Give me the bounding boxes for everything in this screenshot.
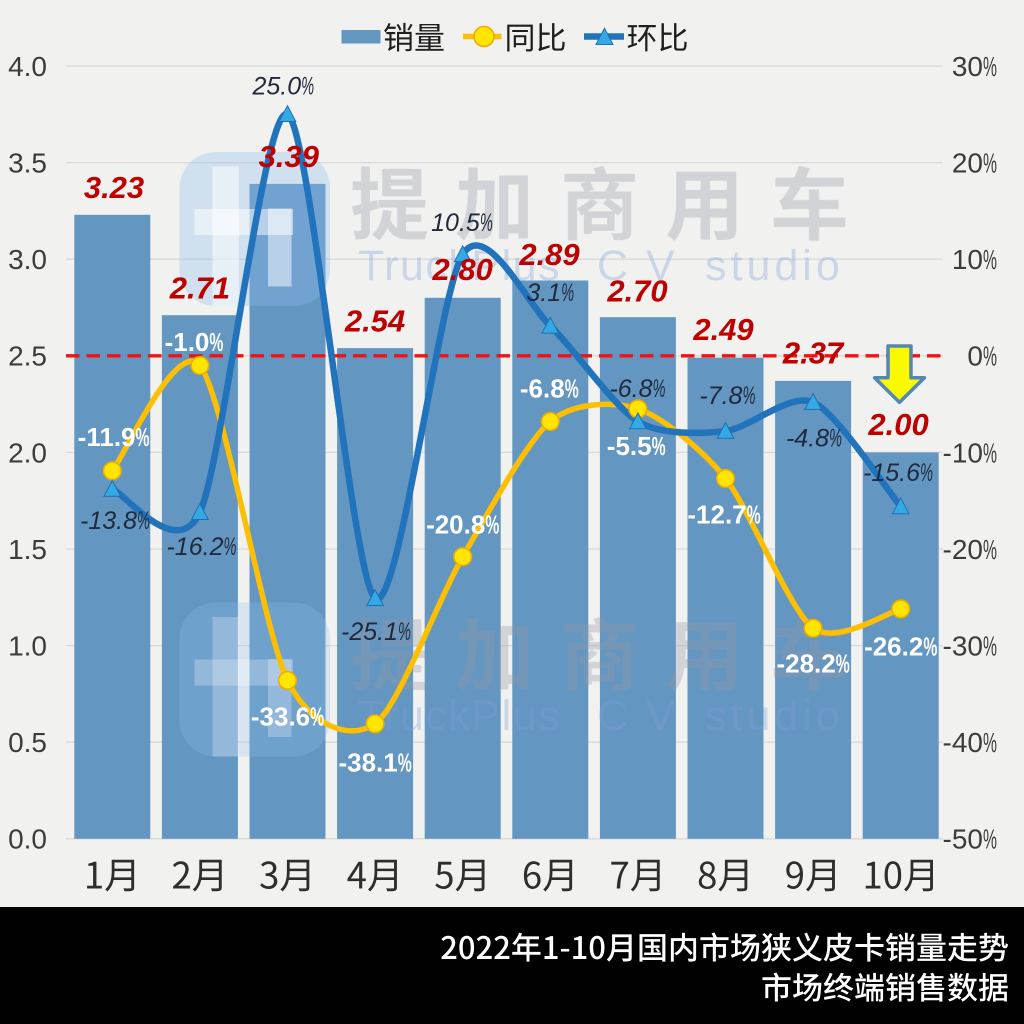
svg-text:-6.8%: -6.8% <box>520 373 579 403</box>
svg-text:3.1%: 3.1% <box>526 279 574 307</box>
svg-text:-1.0%: -1.0% <box>165 327 224 357</box>
svg-text:-28.2%: -28.2% <box>776 648 849 678</box>
svg-text:-5.5%: -5.5% <box>607 431 666 461</box>
svg-text:CV: CV <box>597 242 693 290</box>
svg-text:-38.1%: -38.1% <box>338 747 411 777</box>
svg-text:4.0: 4.0 <box>8 51 47 82</box>
svg-text:-13.8%: -13.8% <box>80 507 150 535</box>
svg-text:3.0: 3.0 <box>8 244 47 275</box>
svg-text:-20.8%: -20.8% <box>426 509 499 539</box>
svg-text:0.5: 0.5 <box>8 727 47 758</box>
svg-text:-33.6%: -33.6% <box>251 701 324 731</box>
svg-text:25.0%: 25.0% <box>251 72 314 100</box>
svg-text:3.39: 3.39 <box>259 139 320 174</box>
svg-text:0.0: 0.0 <box>8 824 47 855</box>
svg-text:-11.9%: -11.9% <box>78 422 150 452</box>
svg-text:2.80: 2.80 <box>432 252 493 287</box>
svg-text:-12.7%: -12.7% <box>687 499 760 529</box>
svg-text:0%: 0% <box>967 341 997 372</box>
svg-text:2.37: 2.37 <box>782 336 845 371</box>
svg-text:-20%: -20% <box>943 534 997 565</box>
svg-text:1.0: 1.0 <box>8 631 47 662</box>
svg-text:10.5%: 10.5% <box>431 209 493 237</box>
svg-text:-6.8%: -6.8% <box>609 375 665 403</box>
svg-text:-40%: -40% <box>943 727 997 758</box>
svg-text:-15.6%: -15.6% <box>863 459 933 487</box>
svg-text:2.49: 2.49 <box>692 312 754 347</box>
svg-text:-7.8%: -7.8% <box>699 382 755 410</box>
svg-text:-30%: -30% <box>943 631 997 662</box>
svg-text:studio: studio <box>705 242 844 290</box>
svg-text:2.70: 2.70 <box>606 274 667 309</box>
svg-text:2.71: 2.71 <box>169 271 230 306</box>
svg-text:studio: studio <box>705 692 844 740</box>
svg-text:-26.2%: -26.2% <box>864 631 937 661</box>
svg-text:TruckPlus: TruckPlus <box>358 692 561 740</box>
svg-text:3.23: 3.23 <box>84 170 144 205</box>
svg-text:2.00: 2.00 <box>867 407 928 442</box>
svg-text:-10%: -10% <box>943 437 997 468</box>
svg-text:1.5: 1.5 <box>8 534 47 565</box>
svg-text:2.89: 2.89 <box>518 237 580 272</box>
svg-text:10%: 10% <box>952 244 997 275</box>
svg-text:3.5: 3.5 <box>8 148 47 179</box>
svg-text:2.54: 2.54 <box>344 304 405 339</box>
svg-text:20%: 20% <box>952 148 997 179</box>
svg-text:-50%: -50% <box>943 824 997 855</box>
svg-text:CV: CV <box>597 692 693 740</box>
svg-text:2.0: 2.0 <box>8 437 47 468</box>
svg-text:30%: 30% <box>952 51 997 82</box>
svg-text:-25.1%: -25.1% <box>341 618 411 646</box>
svg-text:-16.2%: -16.2% <box>167 533 237 561</box>
svg-text:-4.8%: -4.8% <box>786 425 842 453</box>
svg-text:2.5: 2.5 <box>8 341 47 372</box>
